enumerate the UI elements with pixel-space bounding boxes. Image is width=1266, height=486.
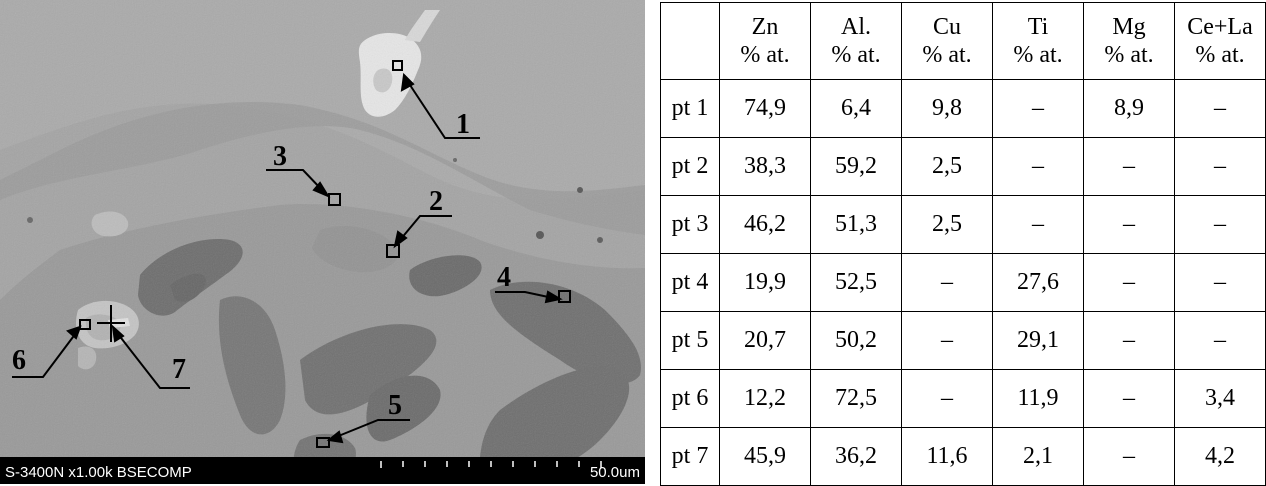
- marker-label-7: 7: [172, 354, 186, 385]
- table-cell: –: [901, 369, 993, 428]
- table-cell: –: [1174, 195, 1266, 254]
- header-ti: Ti% at.: [992, 2, 1084, 80]
- row-label: pt 6: [660, 369, 720, 428]
- table-cell: 2,5: [901, 195, 993, 254]
- point-marker-3: [328, 193, 341, 206]
- table-cell: –: [1083, 195, 1175, 254]
- table-cell: –: [1174, 253, 1266, 312]
- table-cell: 38,3: [719, 137, 811, 196]
- point-marker-2: [386, 244, 400, 258]
- table-row: pt 7 45,9 36,2 11,6 2,1 – 4,2: [660, 427, 1266, 486]
- table-cell: –: [901, 253, 993, 312]
- table-cell: –: [901, 311, 993, 370]
- table-cell: –: [1083, 137, 1175, 196]
- table-cell: 2,5: [901, 137, 993, 196]
- table-header-row: Zn% at. Al.% at. Cu% at. Ti% at. Mg% at.…: [660, 2, 1266, 80]
- table-cell: 20,7: [719, 311, 811, 370]
- scale-bar: [380, 461, 602, 468]
- point-marker-6: [79, 319, 91, 330]
- table-cell: 52,5: [810, 253, 902, 312]
- table-cell: 50,2: [810, 311, 902, 370]
- sem-micrograph: 1 3 2 4 6 7 5 S-3400N x1.00k BSECOMP 50.…: [0, 0, 645, 484]
- table-cell: 29,1: [992, 311, 1084, 370]
- table-cell: 6,4: [810, 79, 902, 138]
- table-cell: –: [1174, 79, 1266, 138]
- table-cell: –: [1083, 253, 1175, 312]
- table-cell: 36,2: [810, 427, 902, 486]
- table-cell: 51,3: [810, 195, 902, 254]
- table-cell: 3,4: [1174, 369, 1266, 428]
- marker-label-5: 5: [388, 390, 402, 421]
- header-cu: Cu% at.: [901, 2, 993, 80]
- table-cell: 11,9: [992, 369, 1084, 428]
- row-label: pt 2: [660, 137, 720, 196]
- table-cell: –: [992, 137, 1084, 196]
- row-label: pt 3: [660, 195, 720, 254]
- table-cell: –: [1083, 311, 1175, 370]
- marker-label-2: 2: [429, 186, 443, 217]
- point-marker-5: [316, 437, 330, 448]
- table-cell: 12,2: [719, 369, 811, 428]
- table-cell: 2,1: [992, 427, 1084, 486]
- table-cell: 74,9: [719, 79, 811, 138]
- table-cell: 59,2: [810, 137, 902, 196]
- table-row: pt 5 20,7 50,2 – 29,1 – –: [660, 311, 1266, 370]
- table-cell: 19,9: [719, 253, 811, 312]
- header-ce-la: Ce+La% at.: [1174, 2, 1266, 80]
- table-cell: 11,6: [901, 427, 993, 486]
- table-cell: 4,2: [1174, 427, 1266, 486]
- header-mg: Mg% at.: [1083, 2, 1175, 80]
- table-cell: –: [1083, 427, 1175, 486]
- leader-lines: [12, 72, 563, 444]
- table-cell: –: [1174, 137, 1266, 196]
- table-row: pt 1 74,9 6,4 9,8 – 8,9 –: [660, 79, 1266, 138]
- row-label: pt 5: [660, 311, 720, 370]
- table-cell: 8,9: [1083, 79, 1175, 138]
- table-row: pt 4 19,9 52,5 – 27,6 – –: [660, 253, 1266, 312]
- row-label: pt 7: [660, 427, 720, 486]
- table-cell: 46,2: [719, 195, 811, 254]
- row-label: pt 4: [660, 253, 720, 312]
- table-cell: 72,5: [810, 369, 902, 428]
- header-zn: Zn% at.: [719, 2, 811, 80]
- table-row: pt 6 12,2 72,5 – 11,9 – 3,4: [660, 369, 1266, 428]
- table-row: pt 2 38,3 59,2 2,5 – – –: [660, 137, 1266, 196]
- point-marker-1: [392, 60, 403, 71]
- header-al: Al.% at.: [810, 2, 902, 80]
- table-row: pt 3 46,2 51,3 2,5 – – –: [660, 195, 1266, 254]
- row-label: pt 1: [660, 79, 720, 138]
- header-blank-cell: [660, 2, 720, 80]
- point-marker-7: [97, 305, 125, 342]
- sem-image-svg: 1 3 2 4 6 7 5 S-3400N x1.00k BSECOMP 50.…: [0, 0, 645, 484]
- scale-label: 50.0um: [590, 464, 640, 481]
- table-cell: 45,9: [719, 427, 811, 486]
- point-marker-4: [558, 290, 571, 303]
- table-cell: –: [1083, 369, 1175, 428]
- marker-label-1: 1: [456, 109, 470, 140]
- table-cell: –: [992, 195, 1084, 254]
- table-cell: 27,6: [992, 253, 1084, 312]
- table-cell: –: [1174, 311, 1266, 370]
- marker-label-3: 3: [273, 141, 287, 172]
- composition-table-container: Zn% at. Al.% at. Cu% at. Ti% at. Mg% at.…: [660, 2, 1266, 486]
- composition-table: Zn% at. Al.% at. Cu% at. Ti% at. Mg% at.…: [660, 2, 1266, 486]
- marker-label-6: 6: [12, 345, 26, 376]
- caption-bar: [0, 457, 645, 484]
- table-cell: 9,8: [901, 79, 993, 138]
- table-cell: –: [992, 79, 1084, 138]
- sem-caption: S-3400N x1.00k BSECOMP: [5, 464, 192, 481]
- marker-label-4: 4: [497, 262, 511, 293]
